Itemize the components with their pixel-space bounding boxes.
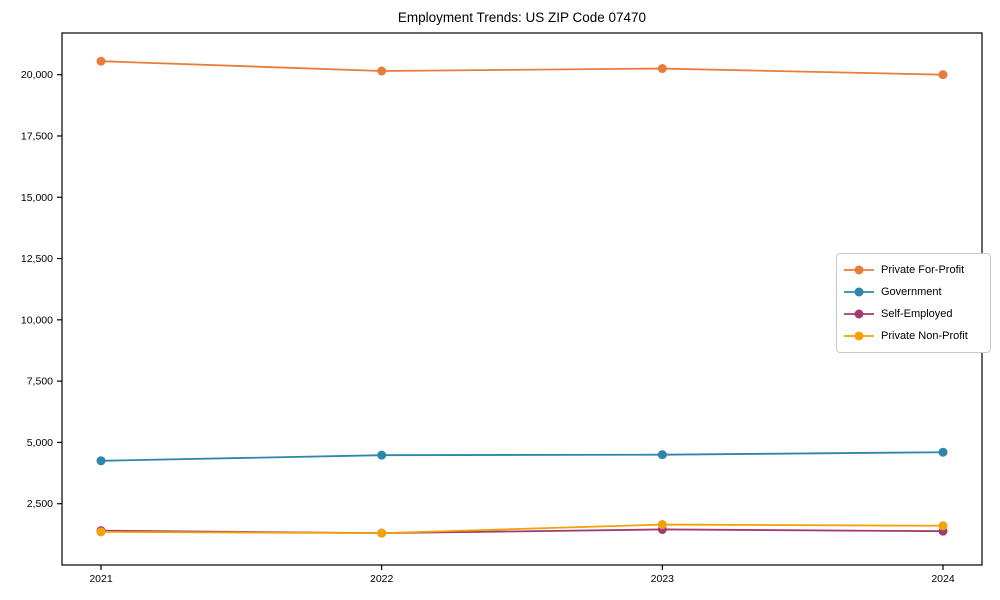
y-tick-label: 15,000: [21, 192, 53, 204]
series-point-private-non-profit: [657, 520, 667, 530]
legend-item-government: Government: [844, 281, 982, 303]
y-tick-label: 12,500: [21, 253, 53, 265]
series-point-private-non-profit: [377, 528, 387, 538]
series-point-private-non-profit: [96, 527, 106, 537]
y-tick-label: 7,500: [27, 376, 53, 388]
chart-title: Employment Trends: US ZIP Code 07470: [397, 10, 647, 25]
legend-line-dot-icon: [844, 331, 874, 341]
series-point-government: [377, 450, 387, 460]
legend-line-dot-icon: [844, 265, 874, 275]
series-point-private-for-profit: [96, 56, 106, 66]
legend-item-label: Private Non-Profit: [881, 330, 968, 342]
legend-item-label: Private For-Profit: [881, 264, 965, 276]
y-tick-label: 2,500: [27, 498, 53, 510]
series-point-private-for-profit: [938, 70, 948, 80]
series-point-government: [96, 456, 106, 466]
legend-item-self-employed: Self-Employed: [844, 303, 982, 325]
x-tick-label: 2024: [931, 573, 955, 585]
x-tick-label: 2022: [370, 573, 394, 585]
legend-line-dot-icon: [844, 287, 874, 297]
legend-item-private-for-profit: Private For-Profit: [844, 259, 982, 281]
series-point-private-for-profit: [377, 66, 387, 76]
legend-item-label: Self-Employed: [881, 308, 953, 320]
series-point-private-non-profit: [938, 521, 948, 531]
y-tick-label: 17,500: [21, 130, 53, 142]
legend-line-dot-icon: [844, 309, 874, 319]
legend-item-private-non-profit: Private Non-Profit: [844, 325, 982, 347]
series-line-government: [100, 451, 944, 462]
y-tick-label: 10,000: [21, 314, 53, 326]
legend: Private For-Profit Government Self-Employe…: [836, 253, 991, 353]
series-point-government: [938, 447, 948, 457]
series-point-government: [657, 450, 667, 460]
y-tick-label: 5,000: [27, 437, 53, 449]
x-tick-label: 2023: [651, 573, 675, 585]
legend-item-label: Government: [881, 286, 942, 298]
series-line-private-non-profit: [100, 523, 944, 535]
series-point-private-for-profit: [657, 64, 667, 74]
series-line-private-for-profit: [100, 60, 944, 76]
y-tick-label: 20,000: [21, 69, 53, 81]
x-tick-label: 2021: [89, 573, 113, 585]
